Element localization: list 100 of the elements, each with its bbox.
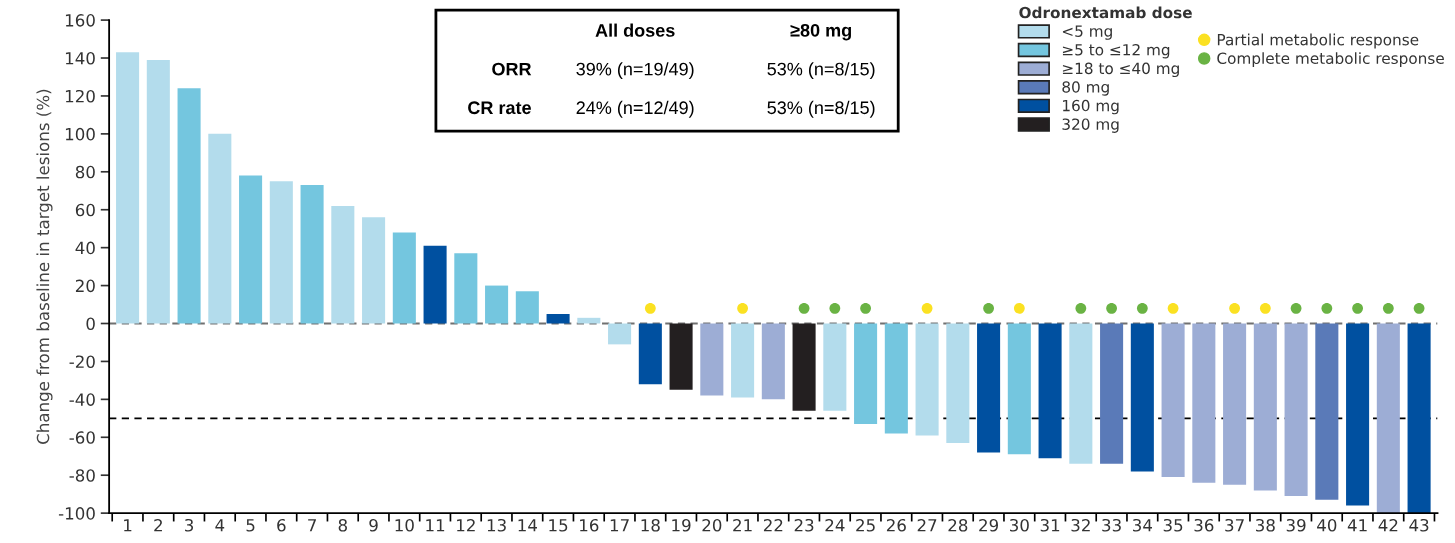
legend-label: ≥5 to ≤12 mg — [1062, 43, 1170, 59]
x-tick-label: 29 — [979, 518, 999, 532]
bar — [1130, 323, 1154, 472]
bar — [1223, 323, 1247, 485]
y-tick-label: 20 — [75, 279, 95, 293]
x-tick-label: 32 — [1071, 518, 1090, 532]
x-tick-label: 39 — [1286, 518, 1306, 532]
x-tick-label: 6 — [277, 518, 286, 532]
x-tick-label: 43 — [1409, 518, 1429, 532]
x-tick-label: 35 — [1163, 518, 1183, 532]
y-tick-label: -40 — [69, 393, 95, 406]
annotation: 24% (n=12/49) — [576, 100, 694, 118]
y-tick-label: -60 — [69, 431, 95, 444]
x-tick-label: 33 — [1102, 518, 1121, 532]
x-tick-label: 21 — [733, 518, 752, 532]
x-tick-label: 14 — [518, 519, 537, 532]
bar — [823, 323, 847, 411]
bar — [515, 291, 539, 324]
x-tick-label: 7 — [308, 519, 316, 532]
x-tick-label: 20 — [702, 518, 722, 532]
bar — [423, 245, 447, 324]
y-tick-label: 140 — [65, 51, 95, 65]
x-tick-label: 13 — [487, 518, 506, 532]
bar — [485, 285, 509, 324]
legend-label: 80 mg — [1062, 81, 1109, 96]
annotation: All doses — [595, 23, 675, 37]
bar — [1192, 323, 1216, 483]
x-tick-label: 31 — [1040, 518, 1060, 532]
annotation: CR rate — [468, 101, 531, 115]
legend-label: Partial metabolic response — [1217, 33, 1419, 49]
x-tick-label: 5 — [246, 519, 255, 532]
bar — [761, 323, 785, 400]
x-tick-label: 30 — [1010, 518, 1029, 532]
bar — [1376, 323, 1400, 514]
bar — [792, 323, 816, 411]
x-tick-label: 28 — [948, 518, 968, 532]
x-tick-label: 37 — [1225, 518, 1244, 532]
y-tick-label: 80 — [75, 165, 95, 179]
bar — [239, 175, 263, 324]
bar — [331, 205, 355, 324]
x-tick-label: 34 — [1133, 518, 1153, 532]
x-tick-label: 1 — [124, 519, 132, 532]
y-tick-label: 120 — [65, 89, 95, 103]
x-tick-label: 26 — [886, 518, 906, 532]
bar — [884, 323, 908, 434]
bar — [1284, 323, 1308, 497]
x-tick-label: 8 — [338, 518, 347, 532]
x-tick-label: 23 — [794, 518, 814, 532]
bar — [577, 317, 601, 324]
bar — [946, 323, 970, 443]
bar — [700, 323, 724, 396]
bar — [1315, 323, 1339, 500]
legend-label: 160 mg — [1063, 99, 1119, 115]
bar — [208, 133, 232, 324]
legend-label: Complete metabolic response — [1217, 52, 1444, 67]
x-tick-label: 16 — [580, 518, 599, 532]
legend-label: 320 mg — [1062, 118, 1119, 133]
x-tick-label: 27 — [917, 518, 937, 532]
x-tick-label: 19 — [672, 518, 691, 532]
bar — [669, 323, 693, 390]
y-tick-label: 100 — [65, 127, 95, 141]
bar — [1007, 323, 1031, 455]
x-tick-label: 3 — [185, 518, 194, 532]
x-tick-label: 24 — [825, 518, 845, 532]
legend-label: ≥18 to ≤40 mg — [1062, 62, 1179, 78]
annotation: ≥80 mg — [790, 23, 851, 41]
x-tick-label: 9 — [369, 518, 378, 532]
x-tick-label: 12 — [457, 518, 475, 532]
x-tick-label: 22 — [763, 518, 783, 532]
bar — [915, 323, 939, 436]
legend-label: <5 mg — [1062, 25, 1112, 40]
annotation: 39% (n=19/49) — [576, 62, 694, 80]
x-tick-label: 40 — [1317, 518, 1337, 532]
x-tick-label: 38 — [1256, 518, 1275, 532]
bar — [362, 217, 386, 324]
x-tick-label: 18 — [641, 518, 660, 532]
bar — [1161, 323, 1185, 478]
annotation: 53% (n=8/15) — [767, 100, 875, 118]
bar — [977, 323, 1001, 453]
bar — [146, 59, 170, 324]
y-tick-label: 40 — [75, 241, 95, 255]
x-tick-label: 25 — [856, 518, 875, 532]
x-tick-label: 36 — [1194, 518, 1214, 532]
legend-title: Odronextamab dose — [1019, 6, 1192, 19]
x-tick-label: 15 — [549, 519, 568, 532]
bar — [1069, 323, 1093, 464]
bar — [392, 232, 416, 324]
x-tick-label: 2 — [154, 518, 162, 532]
bar — [269, 181, 293, 324]
bar — [1407, 323, 1431, 514]
bar — [1346, 323, 1370, 506]
y-tick-label: 60 — [75, 203, 95, 217]
x-tick-label: 11 — [426, 519, 445, 532]
bar — [854, 323, 878, 425]
y-tick-label: 160 — [65, 14, 95, 27]
y-tick-label: -20 — [69, 355, 95, 368]
y-tick-label: -80 — [69, 469, 95, 482]
bar — [1038, 323, 1062, 459]
bar — [608, 323, 632, 345]
x-tick-label: 41 — [1347, 519, 1367, 532]
